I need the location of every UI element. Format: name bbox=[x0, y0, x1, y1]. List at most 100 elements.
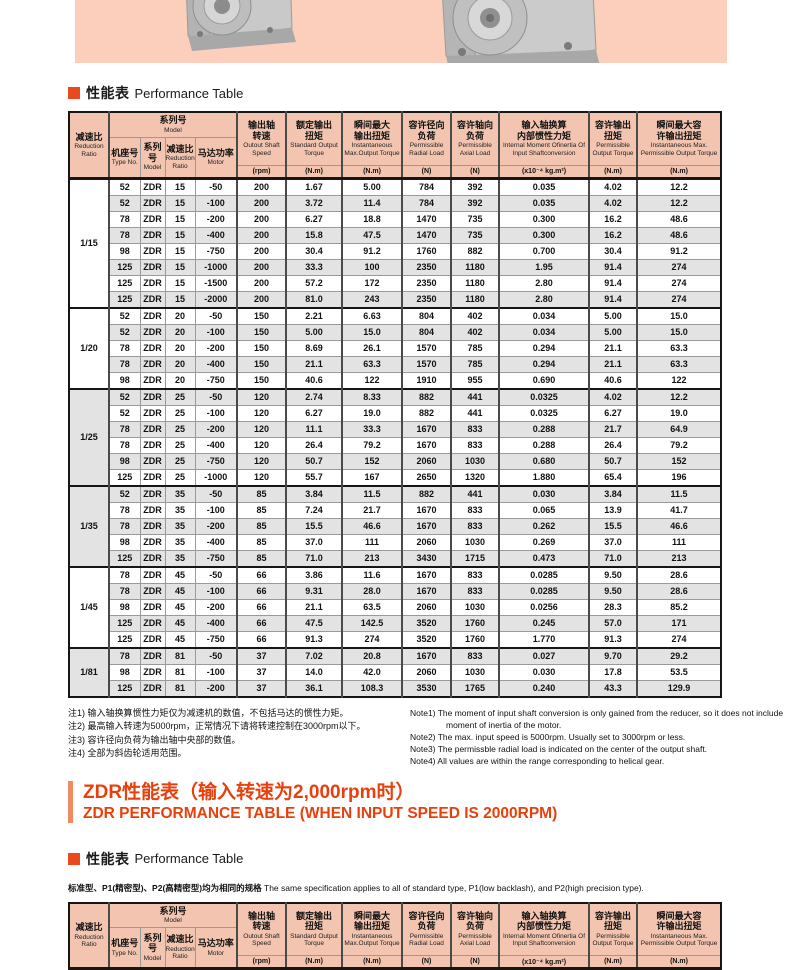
cell: 833 bbox=[451, 518, 499, 534]
cell: 25 bbox=[165, 469, 195, 486]
cell: 120 bbox=[237, 421, 286, 437]
cell: -400 bbox=[195, 356, 237, 372]
col-header-permissible-radial-load-en: Permissible Radial Load bbox=[403, 933, 450, 948]
cell: 150 bbox=[237, 356, 286, 372]
cell: 85.2 bbox=[637, 599, 721, 615]
cell: 1030 bbox=[451, 664, 499, 680]
subcol-header-type-no-zh: 机座号 bbox=[110, 938, 140, 949]
cell: 0.294 bbox=[499, 340, 589, 356]
cell: -750 bbox=[195, 550, 237, 567]
cell: 47.5 bbox=[286, 615, 342, 631]
col-header-standard-output-torque-en: Standard Output Torque bbox=[287, 933, 341, 948]
cell: 125 bbox=[109, 550, 140, 567]
unit-instantaneous-max-output-torque: (N.m) bbox=[342, 956, 402, 969]
cell: 1570 bbox=[402, 356, 451, 372]
cell: 6.27 bbox=[286, 211, 342, 227]
reduction-ratio-group-label: 1/81 bbox=[69, 648, 109, 697]
cell: 833 bbox=[451, 567, 499, 584]
cell: 200 bbox=[237, 178, 286, 195]
cell: 25 bbox=[165, 405, 195, 421]
cell: -200 bbox=[195, 211, 237, 227]
cell: 152 bbox=[342, 453, 402, 469]
unit-standard-output-torque: (N.m) bbox=[286, 956, 342, 969]
cell: 66 bbox=[237, 599, 286, 615]
reduction-ratio-group-label: 1/45 bbox=[69, 567, 109, 648]
cell: 20 bbox=[165, 324, 195, 340]
cell: ZDR bbox=[140, 243, 165, 259]
cell: 35 bbox=[165, 502, 195, 518]
cell: 48.6 bbox=[637, 227, 721, 243]
cell: -200 bbox=[195, 340, 237, 356]
cell: 21.7 bbox=[589, 421, 637, 437]
cell: 441 bbox=[451, 405, 499, 421]
cell: 1670 bbox=[402, 567, 451, 584]
unit-output-shaft-speed: (rpm) bbox=[237, 956, 286, 969]
cell: 882 bbox=[402, 486, 451, 503]
cell: 25 bbox=[165, 389, 195, 406]
col-header-permissible-output-torque-zh: 容许输出 扭矩 bbox=[590, 120, 636, 141]
cell: 142.5 bbox=[342, 615, 402, 631]
cell: 784 bbox=[402, 178, 451, 195]
col-header-internal-moment-of-inertia-zh: 输入轴换算 内部惯性力矩 bbox=[500, 120, 588, 141]
cell: ZDR bbox=[140, 583, 165, 599]
cell: -50 bbox=[195, 308, 237, 325]
cell: 41.7 bbox=[637, 502, 721, 518]
cell: 6.27 bbox=[589, 405, 637, 421]
unit-instantaneous-max-permissible-output-torque: (N.m) bbox=[637, 956, 721, 969]
cell: 15 bbox=[165, 227, 195, 243]
cell: 125 bbox=[109, 259, 140, 275]
cell: 78 bbox=[109, 518, 140, 534]
cell: 150 bbox=[237, 324, 286, 340]
cell: 15 bbox=[165, 243, 195, 259]
cell: ZDR bbox=[140, 275, 165, 291]
subcol-header-motor-zh: 马达功率 bbox=[196, 148, 237, 159]
cell: ZDR bbox=[140, 664, 165, 680]
cell: 26.4 bbox=[589, 437, 637, 453]
col-header-permissible-radial-load-en: Permissible Radial Load bbox=[403, 142, 450, 157]
cell: 5.00 bbox=[589, 308, 637, 325]
cell: 274 bbox=[637, 291, 721, 308]
col-header-model-group-zh: 系列号 bbox=[110, 115, 236, 126]
cell: 8.69 bbox=[286, 340, 342, 356]
cell: 50.7 bbox=[589, 453, 637, 469]
cell: 6.27 bbox=[286, 405, 342, 421]
cell: 0.034 bbox=[499, 324, 589, 340]
cell: 78 bbox=[109, 227, 140, 243]
cell: 213 bbox=[342, 550, 402, 567]
cell: 36.1 bbox=[286, 680, 342, 697]
cell: 4.02 bbox=[589, 389, 637, 406]
cell: 85 bbox=[237, 486, 286, 503]
cell: 91.4 bbox=[589, 275, 637, 291]
cell: 111 bbox=[342, 534, 402, 550]
cell: 3.86 bbox=[286, 567, 342, 584]
cell: ZDR bbox=[140, 389, 165, 406]
cell: -400 bbox=[195, 615, 237, 631]
cell: 1470 bbox=[402, 211, 451, 227]
subcol-header-type-no-en: Type No. bbox=[110, 159, 140, 167]
cell: 20 bbox=[165, 340, 195, 356]
unit-permissible-radial-load: (N) bbox=[402, 956, 451, 969]
cell: 0.035 bbox=[499, 178, 589, 195]
cell: 4.02 bbox=[589, 178, 637, 195]
cell: 274 bbox=[637, 275, 721, 291]
cell: 1670 bbox=[402, 648, 451, 665]
cell: 0.0325 bbox=[499, 389, 589, 406]
col-header-standard-output-torque-zh: 额定输出 扭矩 bbox=[287, 120, 341, 141]
cell: -2000 bbox=[195, 291, 237, 308]
cell: 402 bbox=[451, 308, 499, 325]
cell: 28.0 bbox=[342, 583, 402, 599]
cell: ZDR bbox=[140, 372, 165, 389]
cell: 0.680 bbox=[499, 453, 589, 469]
reduction-ratio-group-label: 1/15 bbox=[69, 178, 109, 308]
subcol-header-ratio-zh: 减速比 bbox=[166, 144, 195, 155]
cell: 9.31 bbox=[286, 583, 342, 599]
cell: 26.4 bbox=[286, 437, 342, 453]
cell: ZDR bbox=[140, 340, 165, 356]
